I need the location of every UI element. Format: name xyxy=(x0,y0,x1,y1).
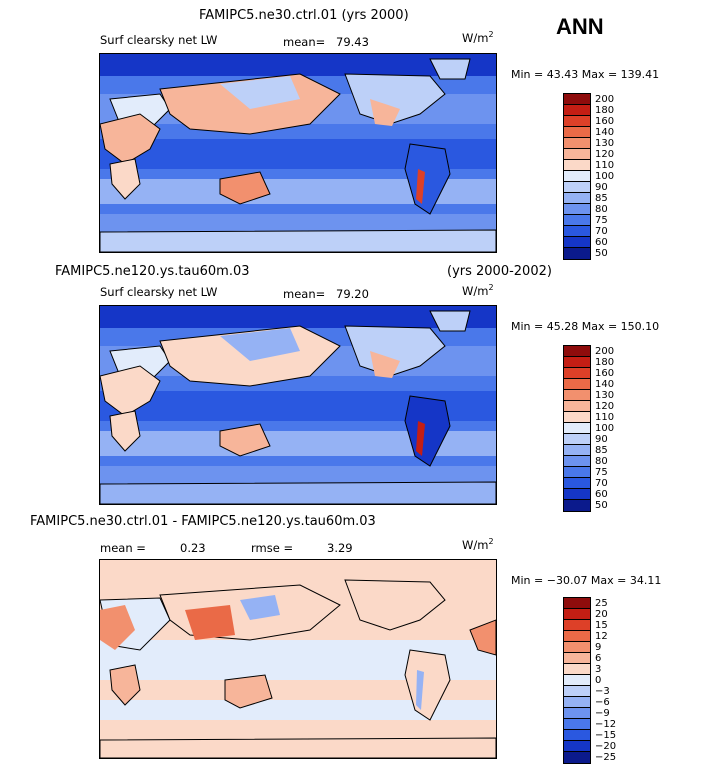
colorbar-label: 70 xyxy=(595,478,608,489)
colorbar-label: 100 xyxy=(595,423,615,434)
colorbar-label: 70 xyxy=(595,226,608,237)
colorbar-label: 80 xyxy=(595,204,608,215)
colorbar-label: −6 xyxy=(595,697,610,708)
panel3-rmse-value: 3.29 xyxy=(327,541,353,555)
colorbar-label: 140 xyxy=(595,379,615,390)
colorbar-swatch xyxy=(563,751,591,764)
panel3-mean-value: 0.23 xyxy=(180,541,206,555)
colorbar-label: 90 xyxy=(595,182,608,193)
panel2-years: (yrs 2000-2002) xyxy=(447,264,552,279)
colorbar-label: 120 xyxy=(595,149,615,160)
colorbar-label: 85 xyxy=(595,193,608,204)
colorbar-label: 3 xyxy=(595,664,602,675)
colorbar-label: −20 xyxy=(595,741,617,752)
colorbar-label: 160 xyxy=(595,116,615,127)
panel1-units: W/m2 xyxy=(462,30,494,45)
panel3-minmax: Min = −30.07 Max = 34.11 xyxy=(511,574,662,587)
season-label: ANN xyxy=(556,14,604,39)
colorbar-label: 110 xyxy=(595,160,615,171)
colorbar-label: −25 xyxy=(595,752,617,763)
panel3-mean-label: mean = xyxy=(100,541,146,555)
colorbar-label: 130 xyxy=(595,138,615,149)
colorbar-label: 200 xyxy=(595,94,615,105)
panel2-mean-label: mean= xyxy=(283,287,326,301)
colorbar-label: 12 xyxy=(595,631,608,642)
colorbar-label: 100 xyxy=(595,171,615,182)
colorbar-label: 75 xyxy=(595,467,608,478)
colorbar-label: 85 xyxy=(595,445,608,456)
colorbar-label: 0 xyxy=(595,675,602,686)
panel2-map xyxy=(99,305,497,505)
colorbar-label: 60 xyxy=(595,237,608,248)
colorbar-label: 60 xyxy=(595,489,608,500)
colorbar-swatch xyxy=(563,247,591,260)
colorbar-label: 140 xyxy=(595,127,615,138)
panel3-map xyxy=(99,559,497,759)
panel1-field: Surf clearsky net LW xyxy=(100,33,218,47)
colorbar-label: 180 xyxy=(595,105,615,116)
panel2-minmax: Min = 45.28 Max = 150.10 xyxy=(511,320,660,333)
panel2-field: Surf clearsky net LW xyxy=(100,285,218,299)
colorbar-label: 200 xyxy=(595,346,615,357)
colorbar-label: 20 xyxy=(595,609,608,620)
panel3-units: W/m2 xyxy=(462,537,494,552)
panel2-title: FAMIPC5.ne120.ys.tau60m.03 xyxy=(55,264,250,279)
colorbar-label: 110 xyxy=(595,412,615,423)
colorbar-label: −9 xyxy=(595,708,610,719)
colorbar-label: 25 xyxy=(595,598,608,609)
colorbar-label: 120 xyxy=(595,401,615,412)
colorbar-label: 50 xyxy=(595,248,608,259)
colorbar-swatch xyxy=(563,499,591,512)
colorbar-label: −15 xyxy=(595,730,617,741)
colorbar-label: 180 xyxy=(595,357,615,368)
colorbar-label: 6 xyxy=(595,653,602,664)
colorbar-label: 160 xyxy=(595,368,615,379)
colorbar-label: −3 xyxy=(595,686,610,697)
panel1-title: FAMIPC5.ne30.ctrl.01 (yrs 2000) xyxy=(199,8,409,23)
panel3-rmse-label: rmse = xyxy=(251,541,294,555)
panel3-title: FAMIPC5.ne30.ctrl.01 - FAMIPC5.ne120.ys.… xyxy=(30,514,376,529)
panel2-units: W/m2 xyxy=(462,283,494,298)
colorbar-label: 80 xyxy=(595,456,608,467)
colorbar-label: 130 xyxy=(595,390,615,401)
colorbar-label: 75 xyxy=(595,215,608,226)
panel1-mean-value: 79.43 xyxy=(336,35,369,49)
panel1-map xyxy=(99,53,497,253)
panel1-mean-label: mean= xyxy=(283,35,326,49)
colorbar-label: −12 xyxy=(595,719,617,730)
colorbar-label: 50 xyxy=(595,500,608,511)
panel1-minmax: Min = 43.43 Max = 139.41 xyxy=(511,68,660,81)
colorbar-label: 9 xyxy=(595,642,602,653)
panel2-mean-value: 79.20 xyxy=(336,287,369,301)
colorbar-label: 90 xyxy=(595,434,608,445)
colorbar-label: 15 xyxy=(595,620,608,631)
